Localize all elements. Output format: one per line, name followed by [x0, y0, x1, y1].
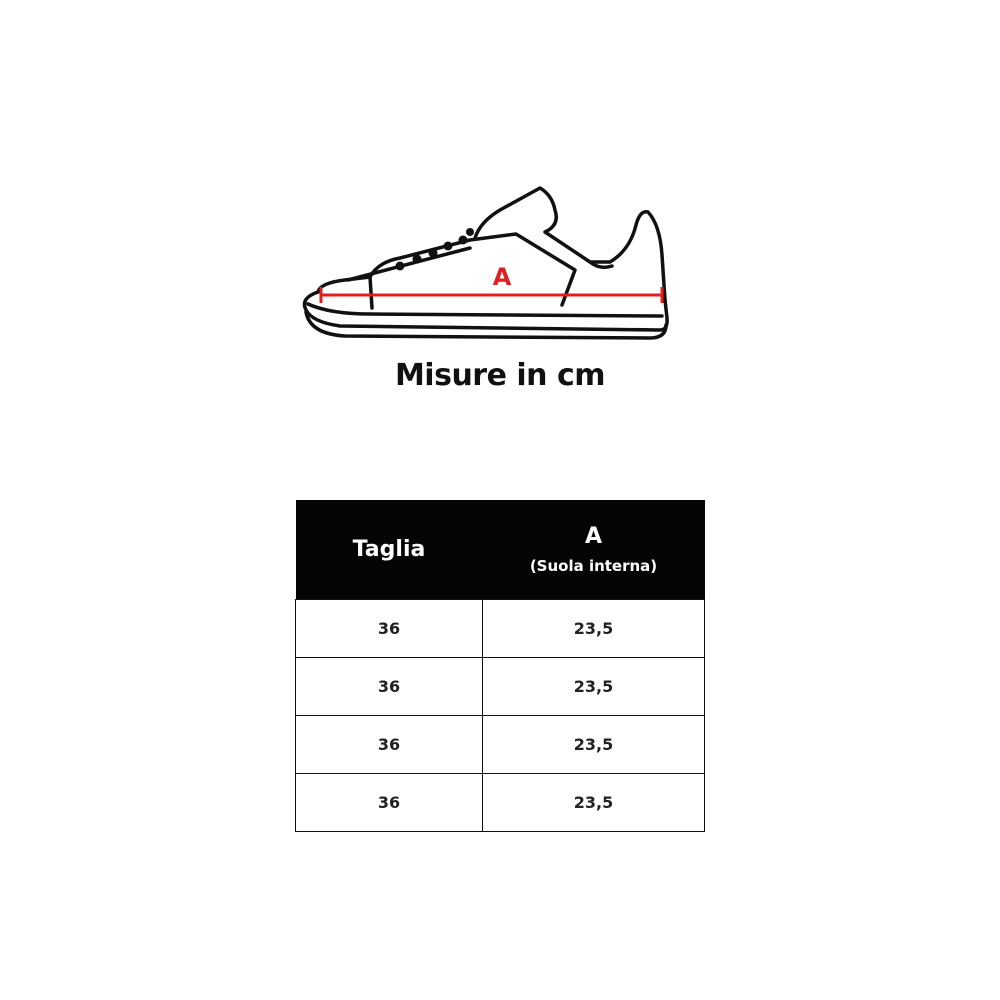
page-title: Misure in cm [394, 358, 606, 393]
header-a: A (Suola interna) [482, 500, 705, 600]
cell-size: 36 [295, 599, 483, 658]
table-row: 36 23,5 [295, 715, 705, 774]
table-row: 36 23,5 [295, 657, 705, 716]
cell-a: 23,5 [482, 657, 705, 716]
table-row: 36 23,5 [295, 599, 705, 658]
cell-size: 36 [295, 657, 483, 716]
sneaker-outline-icon: A [302, 186, 669, 340]
cell-a: 23,5 [482, 715, 705, 774]
cell-size: 36 [295, 715, 483, 774]
header-size: Taglia [295, 500, 483, 600]
header-a-label: A [584, 524, 603, 549]
size-table: Taglia A (Suola interna) 36 23,5 36 23,5 3… [295, 500, 705, 832]
cell-a: 23,5 [482, 599, 705, 658]
cell-size: 36 [295, 773, 483, 832]
table-row: 36 23,5 [295, 773, 705, 832]
header-a-sub: (Suola interna) [529, 557, 658, 575]
measure-label: A [493, 263, 512, 291]
cell-a: 23,5 [482, 773, 705, 832]
table-header-row: Taglia A (Suola interna) [295, 500, 705, 600]
